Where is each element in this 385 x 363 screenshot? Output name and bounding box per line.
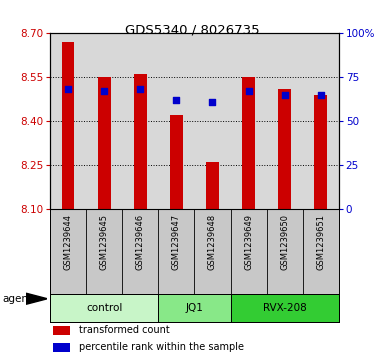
Text: GSM1239651: GSM1239651 [316, 214, 325, 270]
Point [101, 88, 107, 94]
Text: GDS5340 / 8026735: GDS5340 / 8026735 [125, 24, 260, 37]
Point [281, 91, 288, 97]
Bar [315, 94, 327, 209]
Text: GSM1239648: GSM1239648 [208, 214, 217, 270]
Point [318, 91, 324, 97]
Point [246, 88, 252, 94]
Text: GSM1239647: GSM1239647 [172, 214, 181, 270]
Polygon shape [26, 293, 47, 304]
Bar [170, 115, 183, 209]
Point [65, 86, 71, 92]
Text: GSM1239644: GSM1239644 [64, 214, 73, 270]
Text: RVX-208: RVX-208 [263, 303, 306, 313]
Text: GSM1239646: GSM1239646 [136, 214, 145, 270]
Bar [278, 89, 291, 209]
Point [173, 97, 179, 103]
Bar [98, 77, 110, 209]
Text: JQ1: JQ1 [186, 303, 203, 313]
Text: GSM1239649: GSM1239649 [244, 214, 253, 270]
Bar [62, 41, 74, 209]
Text: GSM1239650: GSM1239650 [280, 214, 289, 270]
Point [137, 86, 143, 92]
Text: control: control [86, 303, 122, 313]
Text: percentile rank within the sample: percentile rank within the sample [79, 342, 244, 352]
Bar [231, 294, 339, 322]
Bar [242, 77, 255, 209]
Bar [206, 162, 219, 209]
Bar [158, 294, 231, 322]
Bar [53, 343, 70, 352]
Text: GSM1239645: GSM1239645 [100, 214, 109, 270]
Text: transformed count: transformed count [79, 325, 170, 335]
Point [209, 99, 216, 105]
Bar [53, 326, 70, 335]
Text: agent: agent [2, 294, 32, 305]
Bar [50, 294, 158, 322]
Bar [134, 74, 147, 209]
